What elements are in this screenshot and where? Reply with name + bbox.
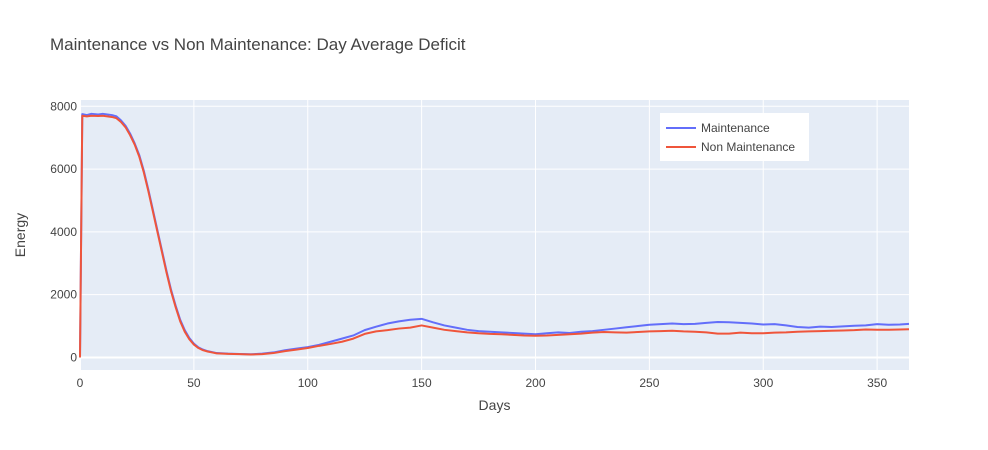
- y-tick-label: 2000: [50, 288, 77, 302]
- x-tick-label: 300: [753, 376, 773, 390]
- y-tick-label: 4000: [50, 225, 77, 239]
- x-tick-label: 50: [187, 376, 201, 390]
- x-tick-label: 150: [412, 376, 432, 390]
- y-tick-label: 6000: [50, 162, 77, 176]
- x-tick-label: 350: [867, 376, 887, 390]
- y-tick-label: 0: [70, 350, 77, 364]
- y-tick-label: 8000: [50, 99, 77, 113]
- y-axis-title: Energy: [12, 213, 28, 257]
- legend-label-maintenance[interactable]: Maintenance: [701, 121, 770, 135]
- series-lines: [79, 112, 910, 358]
- x-axis-title: Days: [479, 397, 511, 413]
- x-axis-ticks: 0 50 100 150 200 250 300 350: [77, 376, 888, 390]
- x-tick-label: 200: [525, 376, 545, 390]
- x-tick-label: 0: [77, 376, 84, 390]
- x-tick-label: 250: [639, 376, 659, 390]
- chart-title: Maintenance vs Non Maintenance: Day Aver…: [50, 35, 466, 54]
- series-line-non-maintenance: [79, 114, 910, 358]
- y-axis-ticks: 0 2000 4000 6000 8000: [50, 99, 77, 364]
- legend-box: [660, 113, 809, 161]
- legend[interactable]: Maintenance Non Maintenance: [660, 113, 809, 161]
- gridlines: [79, 100, 909, 370]
- x-tick-label: 100: [298, 376, 318, 390]
- legend-label-non-maintenance[interactable]: Non Maintenance: [701, 140, 795, 154]
